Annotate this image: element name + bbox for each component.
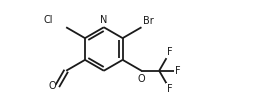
Text: Br: Br	[143, 16, 154, 26]
Text: F: F	[175, 66, 181, 76]
Text: N: N	[100, 15, 107, 25]
Text: Cl: Cl	[43, 15, 53, 25]
Text: O: O	[138, 74, 145, 84]
Text: F: F	[167, 47, 173, 57]
Text: O: O	[48, 81, 56, 91]
Text: F: F	[167, 84, 173, 94]
